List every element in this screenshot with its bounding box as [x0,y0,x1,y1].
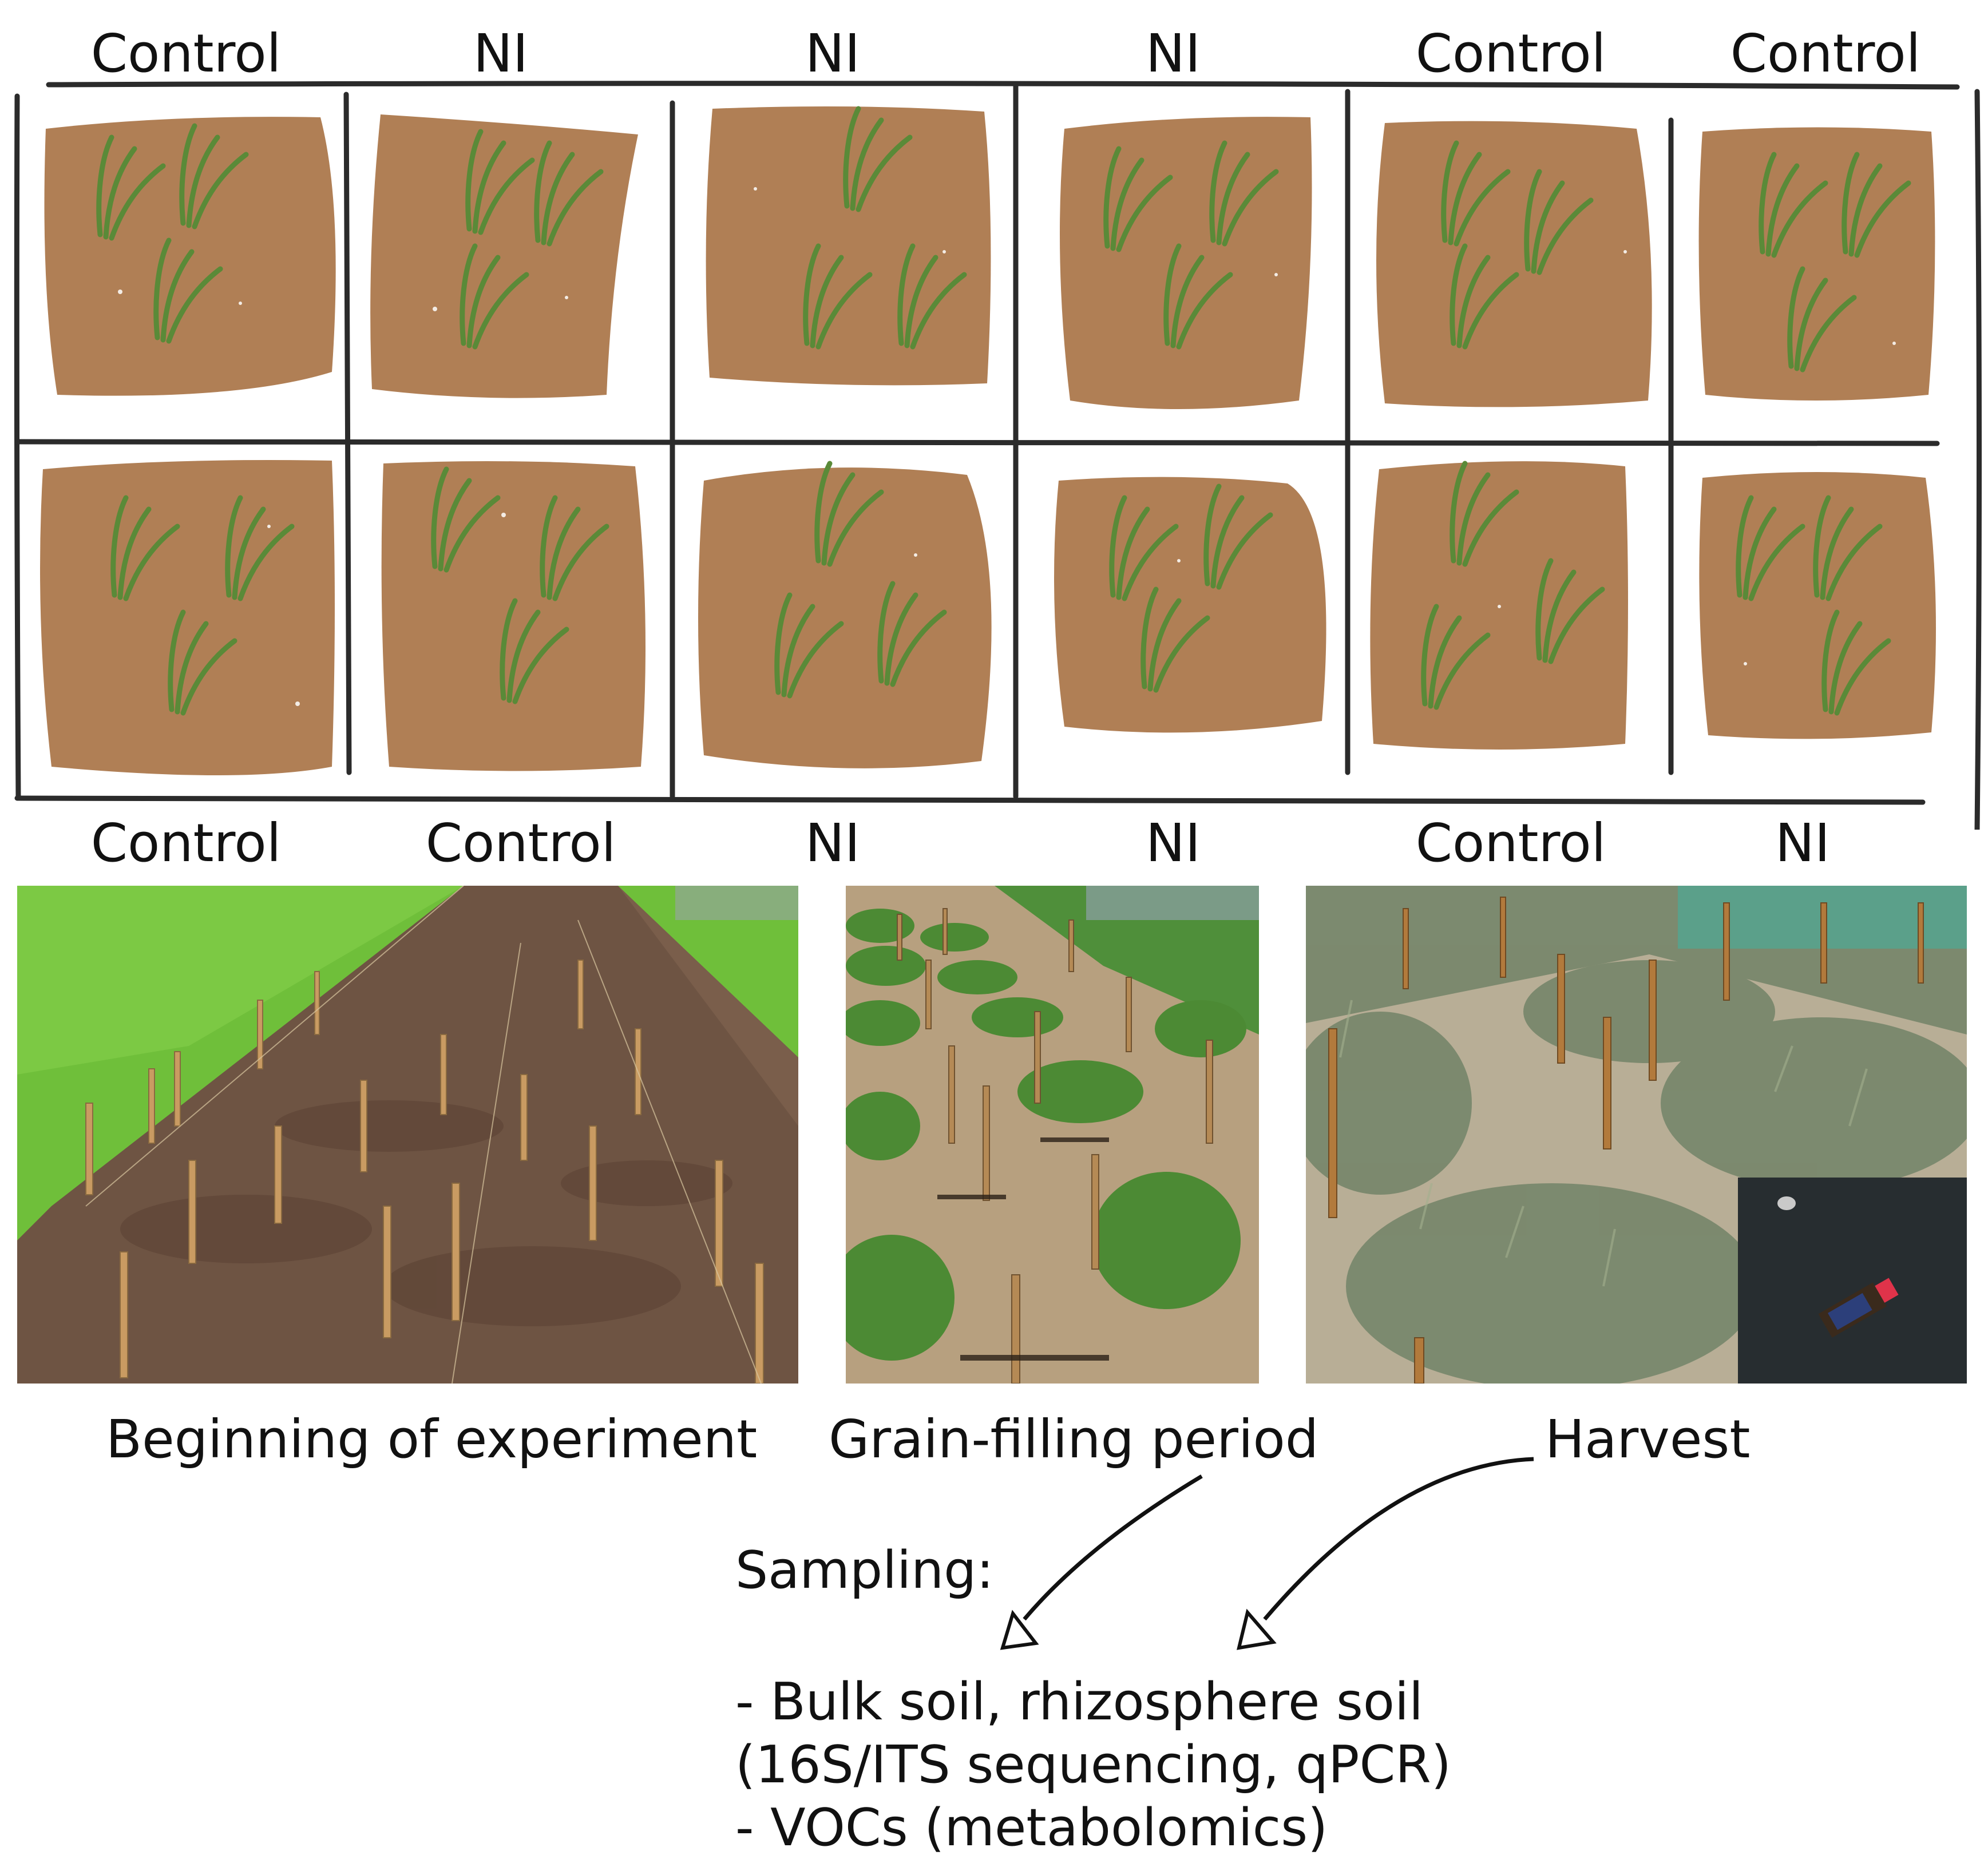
soil-plot-r1c4 [1060,117,1312,409]
soil-plot-r2c6 [1699,472,1936,739]
soil-plot-r1c3 [706,106,991,386]
sampling-item-1: - Bulk soil, rhizosphere soil [735,1672,1423,1732]
soil-plot-r1c1 [44,117,336,396]
plot-label-top-6: Control [1730,23,1921,84]
caption-grain-filling-period: Grain-filling period [829,1409,1319,1470]
soil-plot-r1c6 [1698,127,1935,401]
plot-label-bottom-5: Control [1415,812,1606,874]
caption-beginning-of-experiment: Beginning of experiment [106,1409,758,1470]
soil-plot-r2c1 [40,460,335,775]
plot-layout-diagram [14,81,1982,830]
plot-label-top-2: NI [473,23,528,84]
soil-plot-r2c3 [698,463,992,768]
plot-label-top-1: Control [90,23,282,84]
photo-grain-filling-period [846,886,1259,1384]
plot-label-bottom-4: NI [1146,812,1201,874]
soil-plot-r2c2 [381,461,645,771]
soil-plot-r1c2 [370,114,638,398]
plot-label-bottom-3: NI [805,812,860,874]
plot-label-bottom-6: NI [1775,812,1830,874]
photo-beginning-of-experiment [17,886,798,1384]
photo-harvest [1306,886,1967,1384]
plot-label-bottom-1: Control [90,812,282,874]
plot-label-bottom-2: Control [425,812,616,874]
sampling-item-3: - VOCs (metabolomics) [735,1798,1328,1858]
sampling-item-2: (16S/ITS sequencing, qPCR) [735,1735,1451,1795]
soil-plot-r1c5 [1376,121,1652,407]
caption-harvest: Harvest [1545,1409,1751,1470]
plot-label-top-3: NI [805,23,860,84]
inset-sample-vial-photo [1738,1178,1967,1384]
plot-label-top-5: Control [1415,23,1606,84]
soil-plot-r2c4 [1054,477,1326,733]
sampling-title: Sampling: [735,1540,994,1600]
plot-label-top-4: NI [1146,23,1201,84]
